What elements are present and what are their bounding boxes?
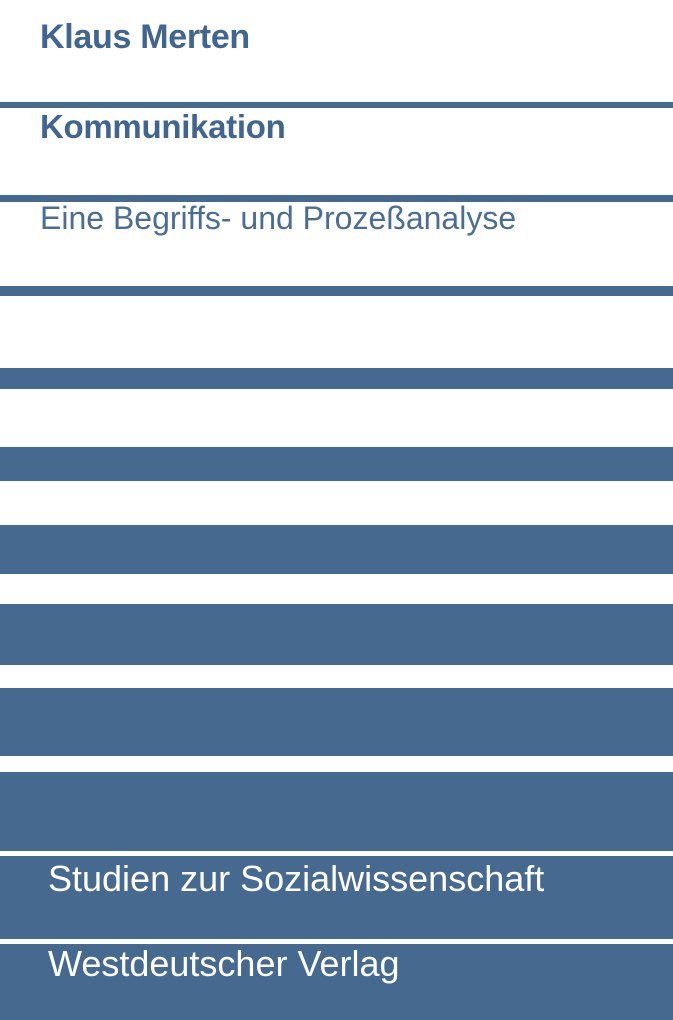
divider-stripe-4 [0, 368, 673, 389]
divider-stripe-1 [0, 102, 673, 108]
divider-stripe-9 [0, 772, 673, 851]
publisher-band [0, 944, 673, 1020]
publisher-name: Westdeutscher Verlag [48, 943, 400, 984]
divider-stripe-2 [0, 195, 673, 202]
divider-stripe-5 [0, 447, 673, 481]
divider-stripe-7 [0, 604, 673, 665]
series-band [0, 856, 673, 939]
divider-stripe-6 [0, 525, 673, 574]
divider-stripe-8 [0, 688, 673, 756]
book-subtitle: Eine Begriffs- und Prozeßanalyse [40, 200, 517, 236]
divider-stripe-3 [0, 286, 673, 296]
book-title: Kommunikation [40, 108, 286, 145]
author-name: Klaus Merten [40, 18, 250, 56]
series-name: Studien zur Sozialwissenschaft [48, 858, 545, 899]
